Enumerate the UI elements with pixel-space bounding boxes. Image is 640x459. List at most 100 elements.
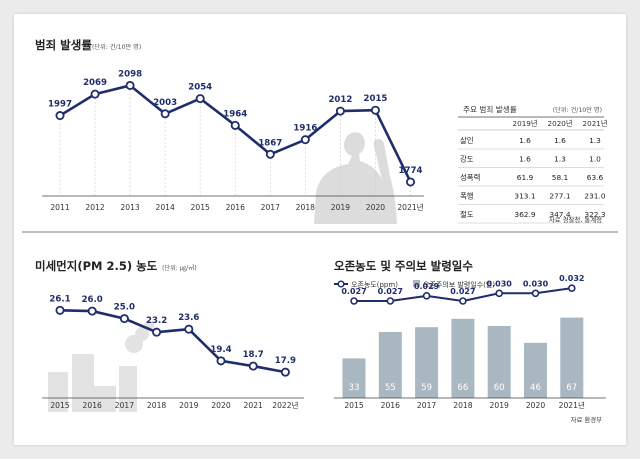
ozone-value-label: 0.027 [450, 287, 475, 296]
ozone-bar [378, 332, 402, 398]
table-row-label: 폭행 [460, 192, 474, 201]
crime-value-label: 2098 [118, 69, 142, 79]
crime-value-label: 1867 [258, 138, 282, 148]
ozone-legend: 오존농도(ppm) 오존주의보 발령일수(일) [334, 280, 495, 289]
dust-value-label: 26.0 [82, 295, 103, 305]
crime-point [230, 120, 240, 130]
ozone-value-label: 0.030 [487, 279, 513, 288]
ozone-point [495, 289, 504, 298]
crime-x-tick: 2018 [296, 203, 315, 212]
dust-point [55, 305, 65, 315]
ozone-point [386, 297, 395, 305]
dust-x-tick: 2018 [147, 401, 166, 410]
dust-series-line [59, 309, 286, 374]
ozone-point [531, 289, 540, 298]
table-cell: 362.9 [514, 210, 535, 219]
dust-value-label: 19.4 [210, 345, 231, 355]
crime-x-tick: 2012 [85, 203, 104, 212]
ozone-x-tick: 2015 [344, 401, 363, 410]
table-cell: 347.4 [549, 210, 570, 219]
legend-line-label: 오존농도(ppm) [351, 281, 398, 289]
crime-value-label: 2054 [188, 83, 212, 93]
crime-value-label: 1916 [293, 124, 317, 134]
crime-table-source: 자료 경찰청, 통계청 [549, 215, 602, 224]
crime-value-label: 2015 [363, 94, 387, 104]
table-cell: 322.3 [584, 210, 605, 219]
crime-x-tick: 2019 [331, 203, 350, 212]
dust-chart-unit: (단위: ㎍/㎥) [162, 264, 197, 273]
table-cell: 1.3 [589, 136, 601, 145]
ozone-x-tick: 2016 [381, 401, 400, 410]
table-cell: 313.1 [514, 192, 535, 201]
ozone-bar-label: 60 [494, 383, 505, 393]
crime-x-tick: 2017 [261, 203, 280, 212]
ozone-point [350, 297, 358, 305]
table-column-header: 2020년 [548, 119, 573, 128]
ozone-bar [560, 317, 584, 398]
dust-x-tick: 2017 [115, 401, 134, 410]
table-row-label: 성폭력 [460, 173, 480, 182]
legend-bar-icon [413, 280, 420, 287]
crime-value-label: 1774 [399, 166, 423, 176]
crime-point [265, 149, 275, 159]
table-row-label: 강도 [460, 155, 474, 164]
ozone-point [422, 292, 431, 300]
legend-marker-icon [337, 280, 345, 288]
dust-x-tick: 2015 [50, 401, 69, 410]
dust-point [119, 314, 129, 324]
crime-point [125, 80, 135, 90]
crime-value-label: 2069 [83, 78, 107, 88]
ozone-point [567, 284, 576, 292]
ozone-bar-label: 59 [421, 383, 432, 393]
table-cell: 63.6 [587, 173, 604, 182]
ozone-bar-label: 67 [566, 383, 577, 393]
ozone-point [459, 297, 467, 305]
dust-x-tick: 2021 [244, 401, 263, 410]
crime-x-tick: 2015 [191, 203, 210, 212]
ozone-x-tick: 2019 [490, 401, 509, 410]
crime-point [160, 109, 170, 119]
dust-point [87, 306, 97, 316]
crime-value-label: 2012 [328, 95, 352, 105]
legend-bar-label: 오존주의보 발령일수(일) [423, 280, 495, 289]
dust-value-label: 18.7 [243, 350, 264, 360]
table-column-header: 2021년 [583, 119, 608, 128]
infographic-card: 범죄 발생률 (단위: 건/10만 명) 1997 2069 2098 2003 205… [14, 14, 626, 445]
crime-table: 주요 범죄 발생률 (단위: 건/10만 명) 2019년 2020년 2021년살… [458, 104, 607, 224]
ozone-value-label: 0.027 [341, 287, 366, 296]
crime-point [195, 94, 205, 104]
ozone-value-label: 0.029 [414, 282, 440, 291]
crime-x-tick: 2011 [50, 203, 69, 212]
ozone-value-label: 0.032 [559, 274, 584, 283]
crime-chart-unit: (단위: 건/10만 명) [92, 43, 141, 51]
ozone-bar [342, 358, 366, 398]
table-cell: 1.3 [554, 155, 566, 164]
crime-point [370, 105, 380, 115]
ozone-bar [487, 326, 511, 398]
crime-x-tick: 2020 [366, 203, 385, 212]
table-row-label: 절도 [460, 210, 474, 219]
crime-x-tick: 2014 [155, 203, 174, 212]
dust-value-label: 23.2 [146, 316, 167, 326]
ozone-source: 자료 환경부 [571, 415, 603, 424]
table-row-label: 살인 [460, 136, 474, 145]
crime-x-tick: 2016 [226, 203, 245, 212]
crime-table-title: 주요 범죄 발생률 [463, 104, 517, 114]
ozone-bar [524, 342, 547, 398]
dust-chart: 미세먼지(PM 2.5) 농도 (단위: ㎍/㎥) 26.1 26.0 25.0 23… [35, 259, 304, 412]
dust-point [280, 367, 290, 377]
ozone-bar-label: 55 [385, 383, 396, 393]
dust-point [152, 327, 162, 337]
ozone-bar-label: 66 [457, 383, 468, 393]
dust-value-label: 25.0 [114, 303, 135, 313]
ozone-x-tick: 2017 [417, 401, 436, 410]
table-column-header: 2019년 [513, 119, 538, 128]
crime-point [90, 89, 100, 99]
table-cell: 61.9 [517, 173, 534, 182]
ozone-bar [451, 318, 475, 398]
table-cell: 231.0 [584, 192, 605, 201]
dust-value-label: 26.1 [49, 294, 70, 304]
ozone-value-label: 0.027 [378, 287, 403, 296]
ozone-x-tick: 2020 [526, 401, 545, 410]
table-cell: 1.6 [519, 155, 531, 164]
